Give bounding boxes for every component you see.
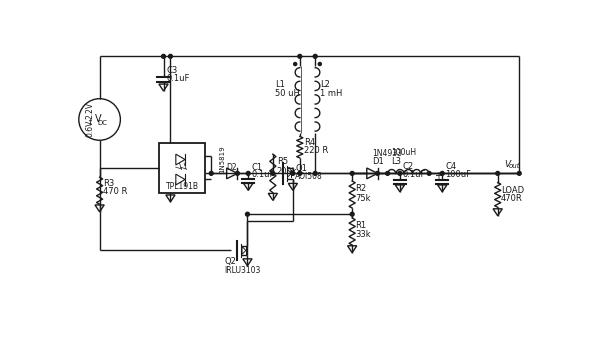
Circle shape xyxy=(245,212,250,216)
Text: C1: C1 xyxy=(251,163,262,172)
Circle shape xyxy=(313,171,317,175)
Text: 220 R: 220 R xyxy=(304,146,328,155)
Text: R2: R2 xyxy=(355,184,367,193)
Circle shape xyxy=(350,212,354,216)
Text: L2: L2 xyxy=(320,80,329,89)
Circle shape xyxy=(440,171,444,175)
Text: Q1: Q1 xyxy=(295,164,307,173)
Text: 0.1uF: 0.1uF xyxy=(403,170,427,179)
Text: C4: C4 xyxy=(445,162,457,171)
Text: 0.1uF: 0.1uF xyxy=(167,74,190,83)
Text: R3: R3 xyxy=(103,179,115,188)
Circle shape xyxy=(246,171,250,175)
Text: V: V xyxy=(504,160,510,169)
Circle shape xyxy=(386,171,389,175)
Text: →: → xyxy=(86,118,95,125)
Text: R5: R5 xyxy=(277,157,288,166)
Circle shape xyxy=(291,171,295,175)
Text: 470R: 470R xyxy=(501,194,523,203)
Text: 0.1uF: 0.1uF xyxy=(251,170,275,179)
Text: out: out xyxy=(508,164,520,170)
Text: D2: D2 xyxy=(227,163,238,172)
Text: 1N4933: 1N4933 xyxy=(372,149,402,158)
Text: TPL191B: TPL191B xyxy=(166,182,199,191)
Text: +: + xyxy=(434,171,442,182)
Text: 50 uH: 50 uH xyxy=(275,89,300,98)
Text: AOI508: AOI508 xyxy=(295,172,323,181)
Text: LOAD: LOAD xyxy=(501,186,524,195)
Text: 2.2V: 2.2V xyxy=(86,102,95,119)
Text: Q2: Q2 xyxy=(224,257,236,266)
Circle shape xyxy=(350,171,354,175)
Text: IRLU3103: IRLU3103 xyxy=(224,266,261,275)
Text: R1: R1 xyxy=(355,221,367,230)
Circle shape xyxy=(517,171,521,175)
Text: D1: D1 xyxy=(372,156,384,166)
Text: 470 R: 470 R xyxy=(103,187,128,196)
Text: 200k: 200k xyxy=(277,167,298,176)
Bar xyxy=(159,143,205,193)
Text: C3: C3 xyxy=(167,67,178,75)
Text: V: V xyxy=(95,114,101,125)
Circle shape xyxy=(293,63,297,65)
Circle shape xyxy=(398,171,402,175)
Text: 100uH: 100uH xyxy=(391,148,416,157)
Text: 33k: 33k xyxy=(355,230,371,239)
Text: 100uF: 100uF xyxy=(445,170,472,179)
Text: L1: L1 xyxy=(275,80,285,89)
Text: DC: DC xyxy=(98,120,107,126)
Circle shape xyxy=(169,55,172,58)
Circle shape xyxy=(318,63,322,65)
Circle shape xyxy=(298,55,302,58)
Text: 0.6V: 0.6V xyxy=(86,120,95,137)
Text: L3: L3 xyxy=(391,156,401,166)
Text: 75k: 75k xyxy=(355,194,371,202)
Text: 1 mH: 1 mH xyxy=(320,89,342,98)
Text: 1N5819: 1N5819 xyxy=(219,146,225,173)
Circle shape xyxy=(376,171,379,175)
Text: C2: C2 xyxy=(403,162,414,171)
Circle shape xyxy=(271,171,275,175)
Circle shape xyxy=(236,171,239,175)
Text: R4: R4 xyxy=(304,138,315,147)
Circle shape xyxy=(313,55,317,58)
Circle shape xyxy=(209,171,213,175)
Circle shape xyxy=(427,171,431,175)
Circle shape xyxy=(161,55,166,58)
Circle shape xyxy=(496,171,500,175)
Circle shape xyxy=(298,171,302,175)
